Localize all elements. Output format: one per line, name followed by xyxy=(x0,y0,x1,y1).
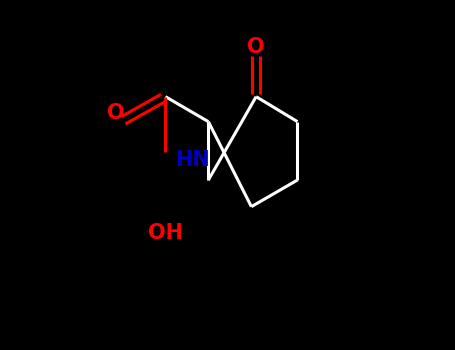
Text: O: O xyxy=(248,37,265,57)
Text: OH: OH xyxy=(148,223,183,243)
Text: HN: HN xyxy=(175,150,210,170)
Text: O: O xyxy=(107,103,125,123)
